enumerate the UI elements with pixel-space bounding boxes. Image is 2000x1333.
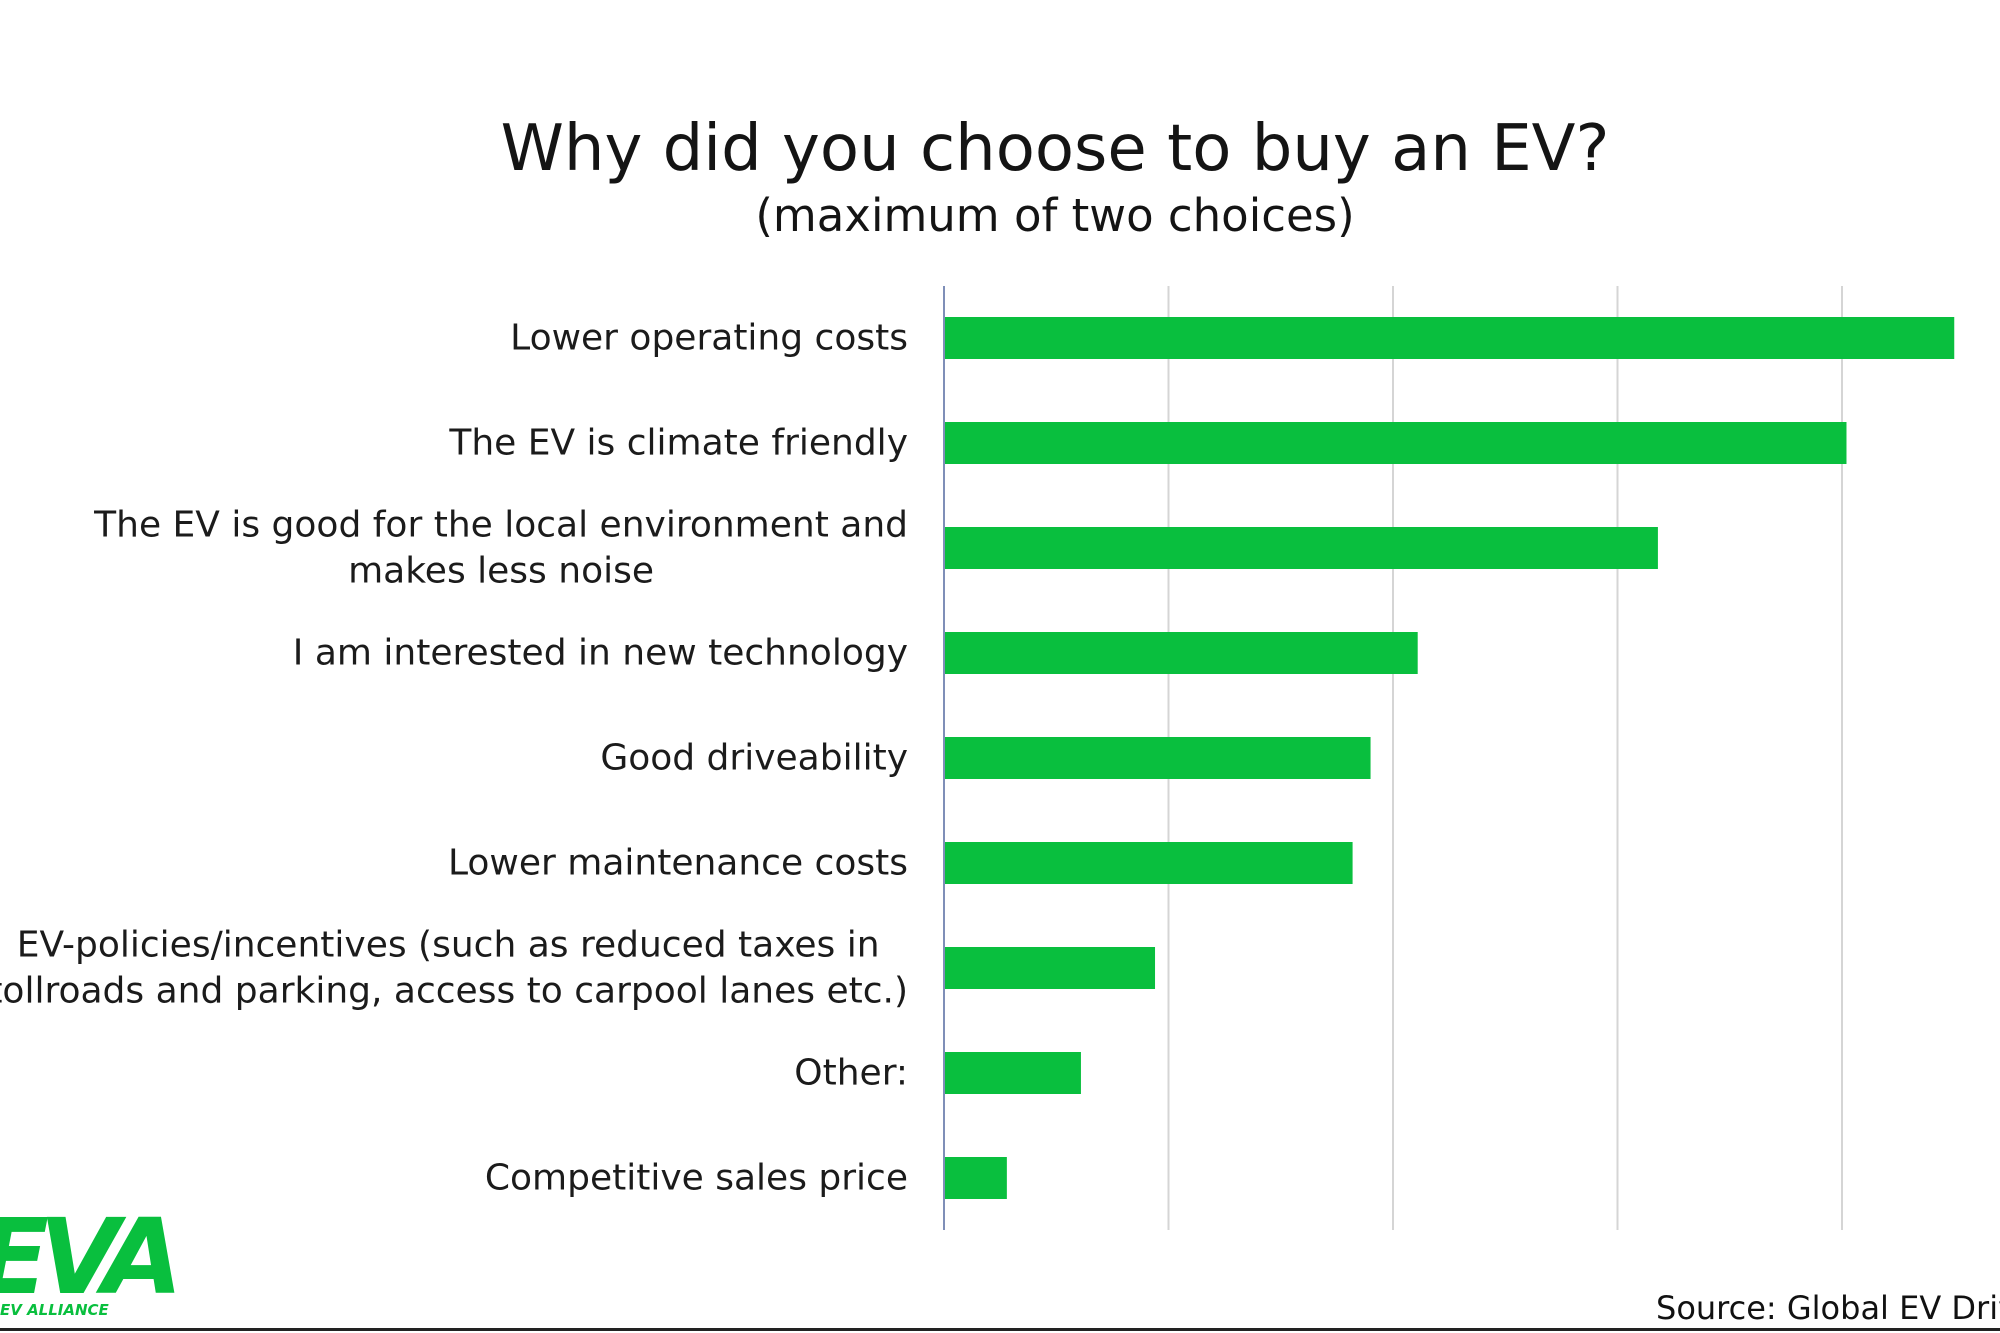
category-label-6: EV-policies/incentives (such as reduced … bbox=[0, 925, 908, 1012]
category-label-8: Competitive sales price bbox=[485, 1158, 908, 1199]
category-label-2: The EV is good for the local environment… bbox=[93, 505, 908, 592]
category-label-5: Lower maintenance costs bbox=[448, 843, 908, 884]
bar-7 bbox=[944, 1052, 1081, 1094]
category-label-line: I am interested in new technology bbox=[293, 633, 908, 674]
category-label-line: Competitive sales price bbox=[485, 1158, 908, 1199]
bar-4 bbox=[944, 737, 1371, 779]
category-label-7: Other: bbox=[794, 1053, 908, 1094]
category-label-line: Lower operating costs bbox=[510, 318, 908, 359]
category-label-line: EV-policies/incentives (such as reduced … bbox=[17, 925, 880, 966]
category-label-4: Good driveability bbox=[600, 738, 908, 779]
logo-wordmark: EVA bbox=[0, 1196, 183, 1318]
category-label-3: I am interested in new technology bbox=[293, 633, 908, 674]
category-label-line: tollroads and parking, access to carpool… bbox=[0, 971, 908, 1012]
bar-1 bbox=[944, 422, 1847, 464]
category-label-line: Other: bbox=[794, 1053, 908, 1094]
chart-subtitle: (maximum of two choices) bbox=[755, 189, 1355, 242]
bar-6 bbox=[944, 947, 1156, 989]
logo-tagline: EV ALLIANCE bbox=[0, 1301, 109, 1319]
eva-logo: EVA EV ALLIANCE bbox=[0, 1205, 183, 1325]
bar-5 bbox=[944, 842, 1353, 884]
category-label-line: The EV is good for the local environment… bbox=[93, 505, 908, 546]
category-label-line: Good driveability bbox=[600, 738, 908, 779]
category-label-line: The EV is climate friendly bbox=[448, 423, 908, 464]
bar-8 bbox=[944, 1157, 1007, 1199]
category-label-line: makes less noise bbox=[348, 551, 654, 592]
category-label-line: Lower maintenance costs bbox=[448, 843, 908, 884]
source-note: Source: Global EV Drive bbox=[1656, 1289, 2000, 1327]
category-label-0: Lower operating costs bbox=[510, 318, 908, 359]
category-label-1: The EV is climate friendly bbox=[448, 423, 908, 464]
bars bbox=[944, 317, 1955, 1199]
bottom-divider bbox=[0, 1328, 2000, 1331]
category-labels: Lower operating costs The EV is climate f… bbox=[0, 318, 908, 1199]
bar-0 bbox=[944, 317, 1955, 359]
bar-2 bbox=[944, 527, 1658, 569]
bar-3 bbox=[944, 632, 1418, 674]
chart-title: Why did you choose to buy an EV? bbox=[500, 112, 1610, 186]
